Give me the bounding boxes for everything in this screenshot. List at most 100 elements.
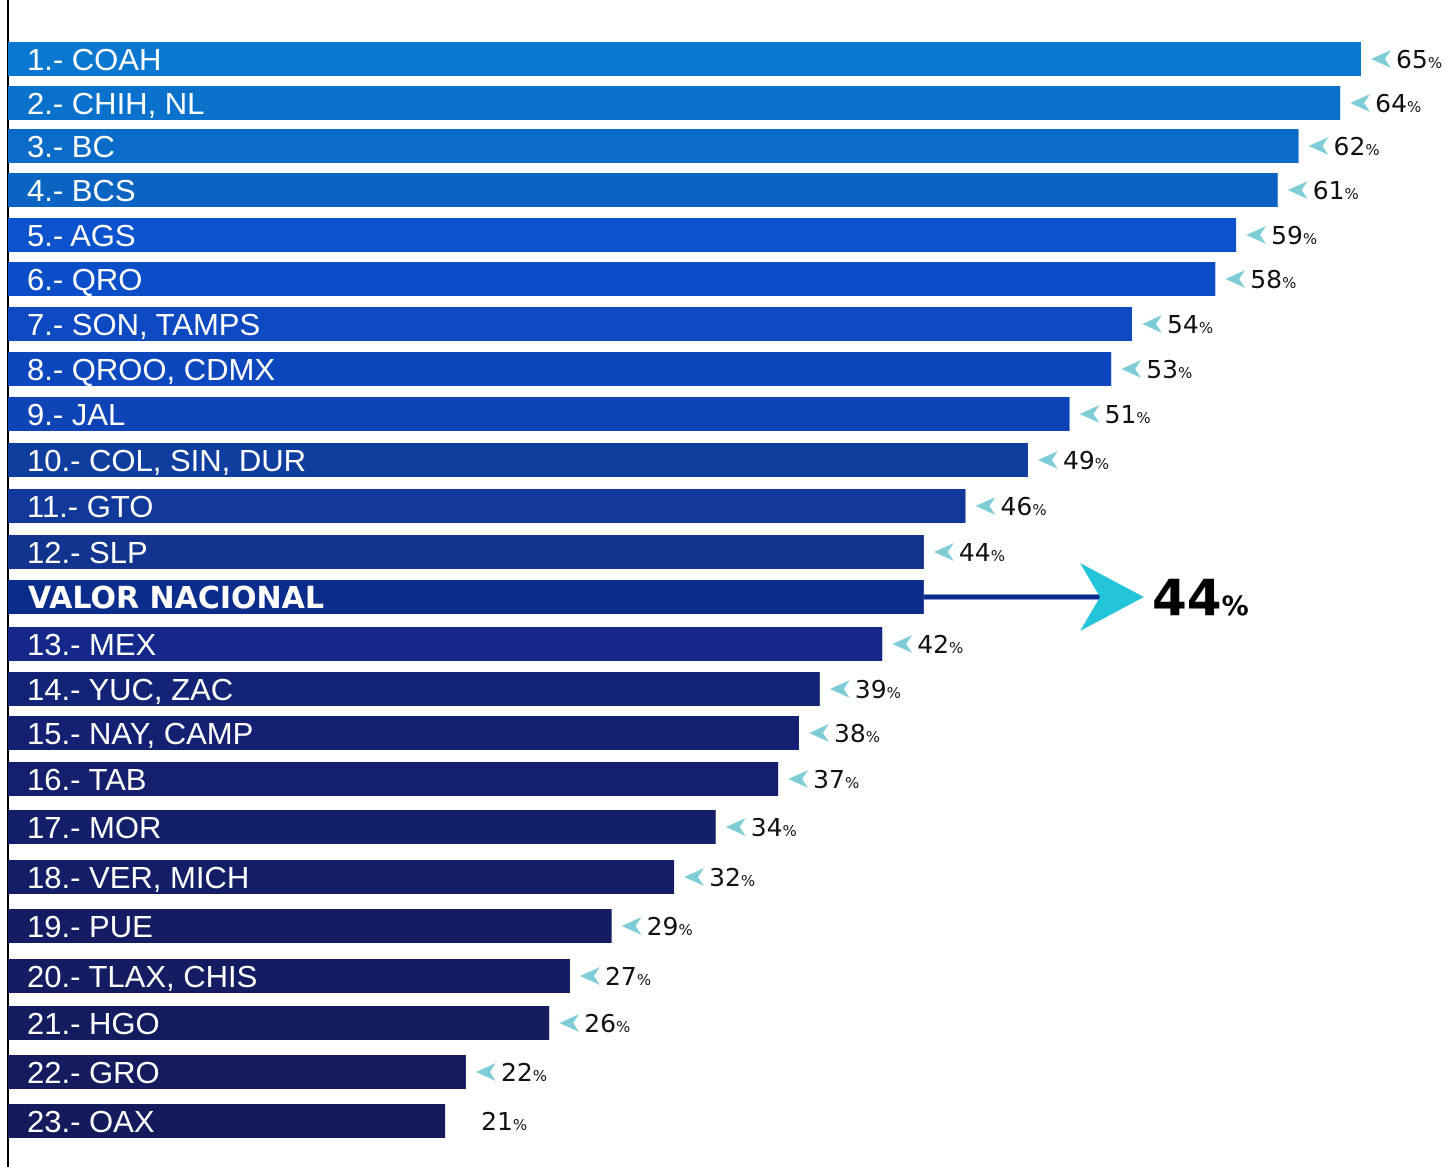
value-suffix: %: [741, 872, 755, 890]
value-suffix: %: [991, 547, 1005, 565]
value-label: 39%: [855, 675, 901, 704]
value-number: 49: [1063, 446, 1095, 475]
value-marker-icon: [808, 724, 829, 742]
category-label: 20.- TLAX, CHIS: [27, 959, 257, 994]
bar: [8, 1055, 466, 1089]
national-value: 44%: [1152, 569, 1249, 627]
national-value-group: VALOR NACIONAL 44%: [8, 563, 1249, 631]
bar: [8, 535, 924, 569]
bar-row: 5.- AGS 59%: [8, 218, 1317, 253]
value-number: 44: [959, 538, 991, 567]
value-marker-icon: [933, 543, 954, 561]
bar-row: 14.- YUC, ZAC 39%: [8, 672, 901, 707]
value-suffix: %: [1303, 230, 1317, 248]
value-marker-icon: [1079, 405, 1100, 423]
category-label: 7.- SON, TAMPS: [27, 307, 260, 342]
value-label: 34%: [751, 813, 797, 842]
value-suffix: %: [1095, 455, 1109, 473]
value-label: 54%: [1167, 310, 1213, 339]
bar-row: 18.- VER, MICH 32%: [8, 860, 755, 895]
value-marker-icon: [1121, 360, 1142, 378]
value-number: 64: [1375, 89, 1407, 118]
bar: [8, 810, 716, 844]
value-marker-icon: [559, 1014, 580, 1032]
bar-row: 12.- SLP 44%: [8, 535, 1005, 570]
bar: [8, 1006, 550, 1040]
value-suffix: %: [1136, 409, 1150, 427]
national-arrow-icon: [1080, 563, 1144, 631]
bar: [8, 86, 1341, 120]
value-marker-icon: [725, 818, 746, 836]
value-suffix: %: [1365, 141, 1379, 159]
bars-group: 1.- COAH 65% 2.- CHIH, NL 64% 3.- BC 62% 4.- B…: [8, 42, 1442, 1139]
bar-row: 19.- PUE 29%: [8, 909, 693, 944]
value-label: 46%: [1001, 492, 1047, 521]
bar: [8, 1104, 446, 1138]
bar-row: 1.- COAH 65%: [8, 42, 1442, 77]
bar: [8, 860, 675, 894]
national-value-suffix: %: [1222, 591, 1249, 622]
value-number: 51: [1105, 400, 1137, 429]
value-number: 53: [1146, 355, 1178, 384]
bar-row: 17.- MOR 34%: [8, 810, 797, 845]
category-label: 3.- BC: [27, 129, 115, 164]
category-label: 19.- PUE: [27, 909, 153, 944]
value-suffix: %: [513, 1116, 527, 1134]
value-number: 22: [501, 1058, 533, 1087]
value-number: 65: [1396, 45, 1428, 74]
bar: [8, 129, 1299, 163]
bar-row: 15.- NAY, CAMP 38%: [8, 716, 880, 751]
value-number: 21: [481, 1107, 513, 1136]
value-suffix: %: [616, 1018, 630, 1036]
value-label: 58%: [1250, 265, 1296, 294]
value-number: 38: [834, 719, 866, 748]
bar: [8, 716, 799, 750]
value-number: 26: [584, 1009, 616, 1038]
value-marker-icon: [1142, 315, 1163, 333]
value-label: 51%: [1105, 400, 1151, 429]
bar-row: 13.- MEX 42%: [8, 627, 963, 662]
value-suffix: %: [783, 822, 797, 840]
value-suffix: %: [533, 1067, 547, 1085]
bar: [8, 42, 1361, 76]
value-marker-icon: [475, 1063, 496, 1081]
bar: [8, 397, 1070, 431]
bar: [8, 443, 1028, 477]
value-number: 37: [813, 765, 845, 794]
category-label: 6.- QRO: [27, 262, 142, 297]
bar-row: 20.- TLAX, CHIS 27%: [8, 959, 651, 994]
value-marker-icon: [975, 497, 996, 515]
value-suffix: %: [866, 728, 880, 746]
category-label: 10.- COL, SIN, DUR: [27, 443, 306, 478]
value-label: 37%: [813, 765, 859, 794]
value-label: 27%: [605, 962, 651, 991]
value-label: 64%: [1375, 89, 1421, 118]
national-value-number: 44: [1152, 569, 1222, 627]
bar-row: 23.- OAX 21%: [8, 1104, 527, 1139]
bar: [8, 762, 779, 796]
value-label: 53%: [1146, 355, 1192, 384]
bar: [8, 352, 1112, 386]
bar: [8, 489, 966, 523]
category-label: 9.- JAL: [27, 397, 125, 432]
bar: [8, 959, 571, 993]
category-label: 16.- TAB: [27, 762, 146, 797]
category-label: 17.- MOR: [27, 810, 161, 845]
value-marker-icon: [1225, 270, 1246, 288]
category-label: 14.- YUC, ZAC: [27, 672, 233, 707]
value-number: 61: [1313, 176, 1345, 205]
bar: [8, 672, 820, 706]
bar-row: 16.- TAB 37%: [8, 762, 859, 797]
bar: [8, 173, 1278, 207]
value-suffix: %: [887, 684, 901, 702]
value-suffix: %: [1428, 54, 1442, 72]
category-label: 21.- HGO: [27, 1006, 160, 1041]
category-label: 22.- GRO: [27, 1055, 160, 1090]
bar-row: 11.- GTO 46%: [8, 489, 1047, 524]
value-suffix: %: [637, 971, 651, 989]
value-marker-icon: [788, 770, 809, 788]
value-number: 32: [709, 863, 741, 892]
bar-row: 6.- QRO 58%: [8, 262, 1296, 297]
category-label: 1.- COAH: [27, 42, 161, 77]
value-suffix: %: [845, 774, 859, 792]
